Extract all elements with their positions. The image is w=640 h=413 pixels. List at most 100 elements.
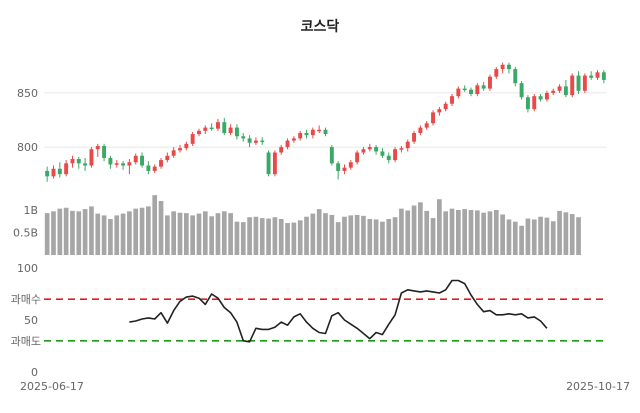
- candle-body: [513, 69, 518, 84]
- candle-body: [209, 127, 214, 130]
- candle-body: [576, 75, 581, 91]
- candle-body: [152, 166, 157, 171]
- volume-tick-label: 1B: [23, 204, 38, 217]
- candle-body: [127, 162, 132, 166]
- candle-body: [355, 152, 360, 163]
- candle-body: [582, 75, 587, 91]
- candle-body: [437, 109, 442, 113]
- candle-body: [399, 148, 404, 150]
- candle-body: [108, 157, 113, 165]
- candle-body: [298, 133, 303, 139]
- x-end-label: 2025-10-17: [566, 380, 630, 393]
- candle-body: [190, 134, 195, 144]
- volume-bar: [108, 219, 113, 255]
- candle-body: [601, 72, 606, 80]
- candle-body: [165, 155, 170, 161]
- volume-bar: [215, 213, 221, 255]
- volume-bar: [202, 211, 208, 255]
- candle-body: [551, 90, 556, 93]
- candle-body: [488, 76, 492, 89]
- volume-bar: [272, 217, 278, 255]
- volume-bar: [576, 217, 581, 255]
- volume-bar: [531, 219, 537, 255]
- candle-body: [525, 97, 530, 110]
- volume-bar: [316, 209, 322, 255]
- rsi-line: [129, 279, 548, 343]
- candle-body: [57, 168, 62, 175]
- volume-bar: [304, 216, 309, 255]
- candle-body: [159, 160, 163, 167]
- candle-body: [64, 163, 69, 175]
- candle-body: [412, 133, 417, 142]
- volume-bar: [329, 214, 335, 255]
- candle-body: [102, 146, 107, 158]
- candle-body: [563, 86, 568, 96]
- candle-body: [114, 163, 119, 165]
- candle-body: [228, 127, 233, 133]
- volume-bar: [456, 210, 461, 255]
- candle-body: [89, 149, 94, 166]
- volume-bar: [354, 214, 360, 255]
- volume-bar: [550, 221, 556, 255]
- candle-body: [272, 152, 277, 175]
- candle-body: [494, 69, 499, 77]
- candle-body: [348, 162, 353, 168]
- candle-body: [431, 112, 436, 124]
- volume-bar: [569, 214, 575, 255]
- volume-bar: [278, 219, 284, 255]
- candle-body: [367, 147, 372, 150]
- volume-bar: [424, 210, 430, 255]
- volume-bar: [411, 205, 417, 255]
- candle-body: [570, 75, 575, 96]
- rsi-tick-label: 50: [24, 314, 38, 327]
- volume-bar: [158, 201, 164, 255]
- volume-bar: [259, 218, 265, 255]
- x-start-label: 2025-06-17: [20, 380, 84, 393]
- volume-bar: [266, 218, 271, 255]
- volume-bar: [405, 210, 411, 255]
- candle-body: [279, 147, 284, 153]
- candle-body: [83, 163, 88, 166]
- volume-bar: [512, 221, 518, 255]
- candle-body: [386, 155, 391, 161]
- volume-bar: [493, 210, 499, 255]
- candle-body: [70, 159, 75, 164]
- candle-body: [146, 165, 151, 171]
- volume-tick-label: 0.5B: [13, 227, 38, 240]
- volume-bar: [386, 219, 392, 255]
- volume-bar: [297, 220, 303, 255]
- candle-body: [405, 141, 410, 149]
- candle-body: [469, 89, 473, 94]
- candle-body: [260, 140, 265, 143]
- volume-bar: [82, 209, 88, 255]
- candle-body: [317, 129, 322, 132]
- volume-bar: [481, 212, 486, 255]
- volume-bar: [525, 218, 531, 255]
- volume-bar: [196, 213, 202, 255]
- volume-bar: [76, 211, 82, 255]
- volume-bar: [399, 208, 404, 255]
- volume-bar: [563, 212, 569, 255]
- candle-body: [76, 159, 81, 164]
- candle-body: [285, 140, 290, 148]
- candle-body: [241, 136, 246, 139]
- volume-bar: [234, 221, 240, 255]
- candle-body: [544, 92, 549, 100]
- volume-bar: [89, 206, 94, 255]
- candle-body: [253, 140, 258, 143]
- candle-body: [291, 138, 296, 141]
- candle-body: [203, 127, 208, 131]
- price-tick-label: 850: [17, 87, 38, 100]
- volume-bar: [152, 195, 158, 255]
- candle-body: [266, 152, 271, 175]
- volume-bar: [127, 211, 132, 255]
- volume-bar: [335, 222, 341, 255]
- price-tick-label: 800: [17, 141, 38, 154]
- candle-body: [462, 88, 467, 91]
- candle-body: [133, 155, 138, 163]
- volume-bar: [468, 210, 474, 255]
- candle-body: [45, 170, 50, 177]
- candle-body: [342, 167, 347, 171]
- candle-body: [215, 122, 220, 129]
